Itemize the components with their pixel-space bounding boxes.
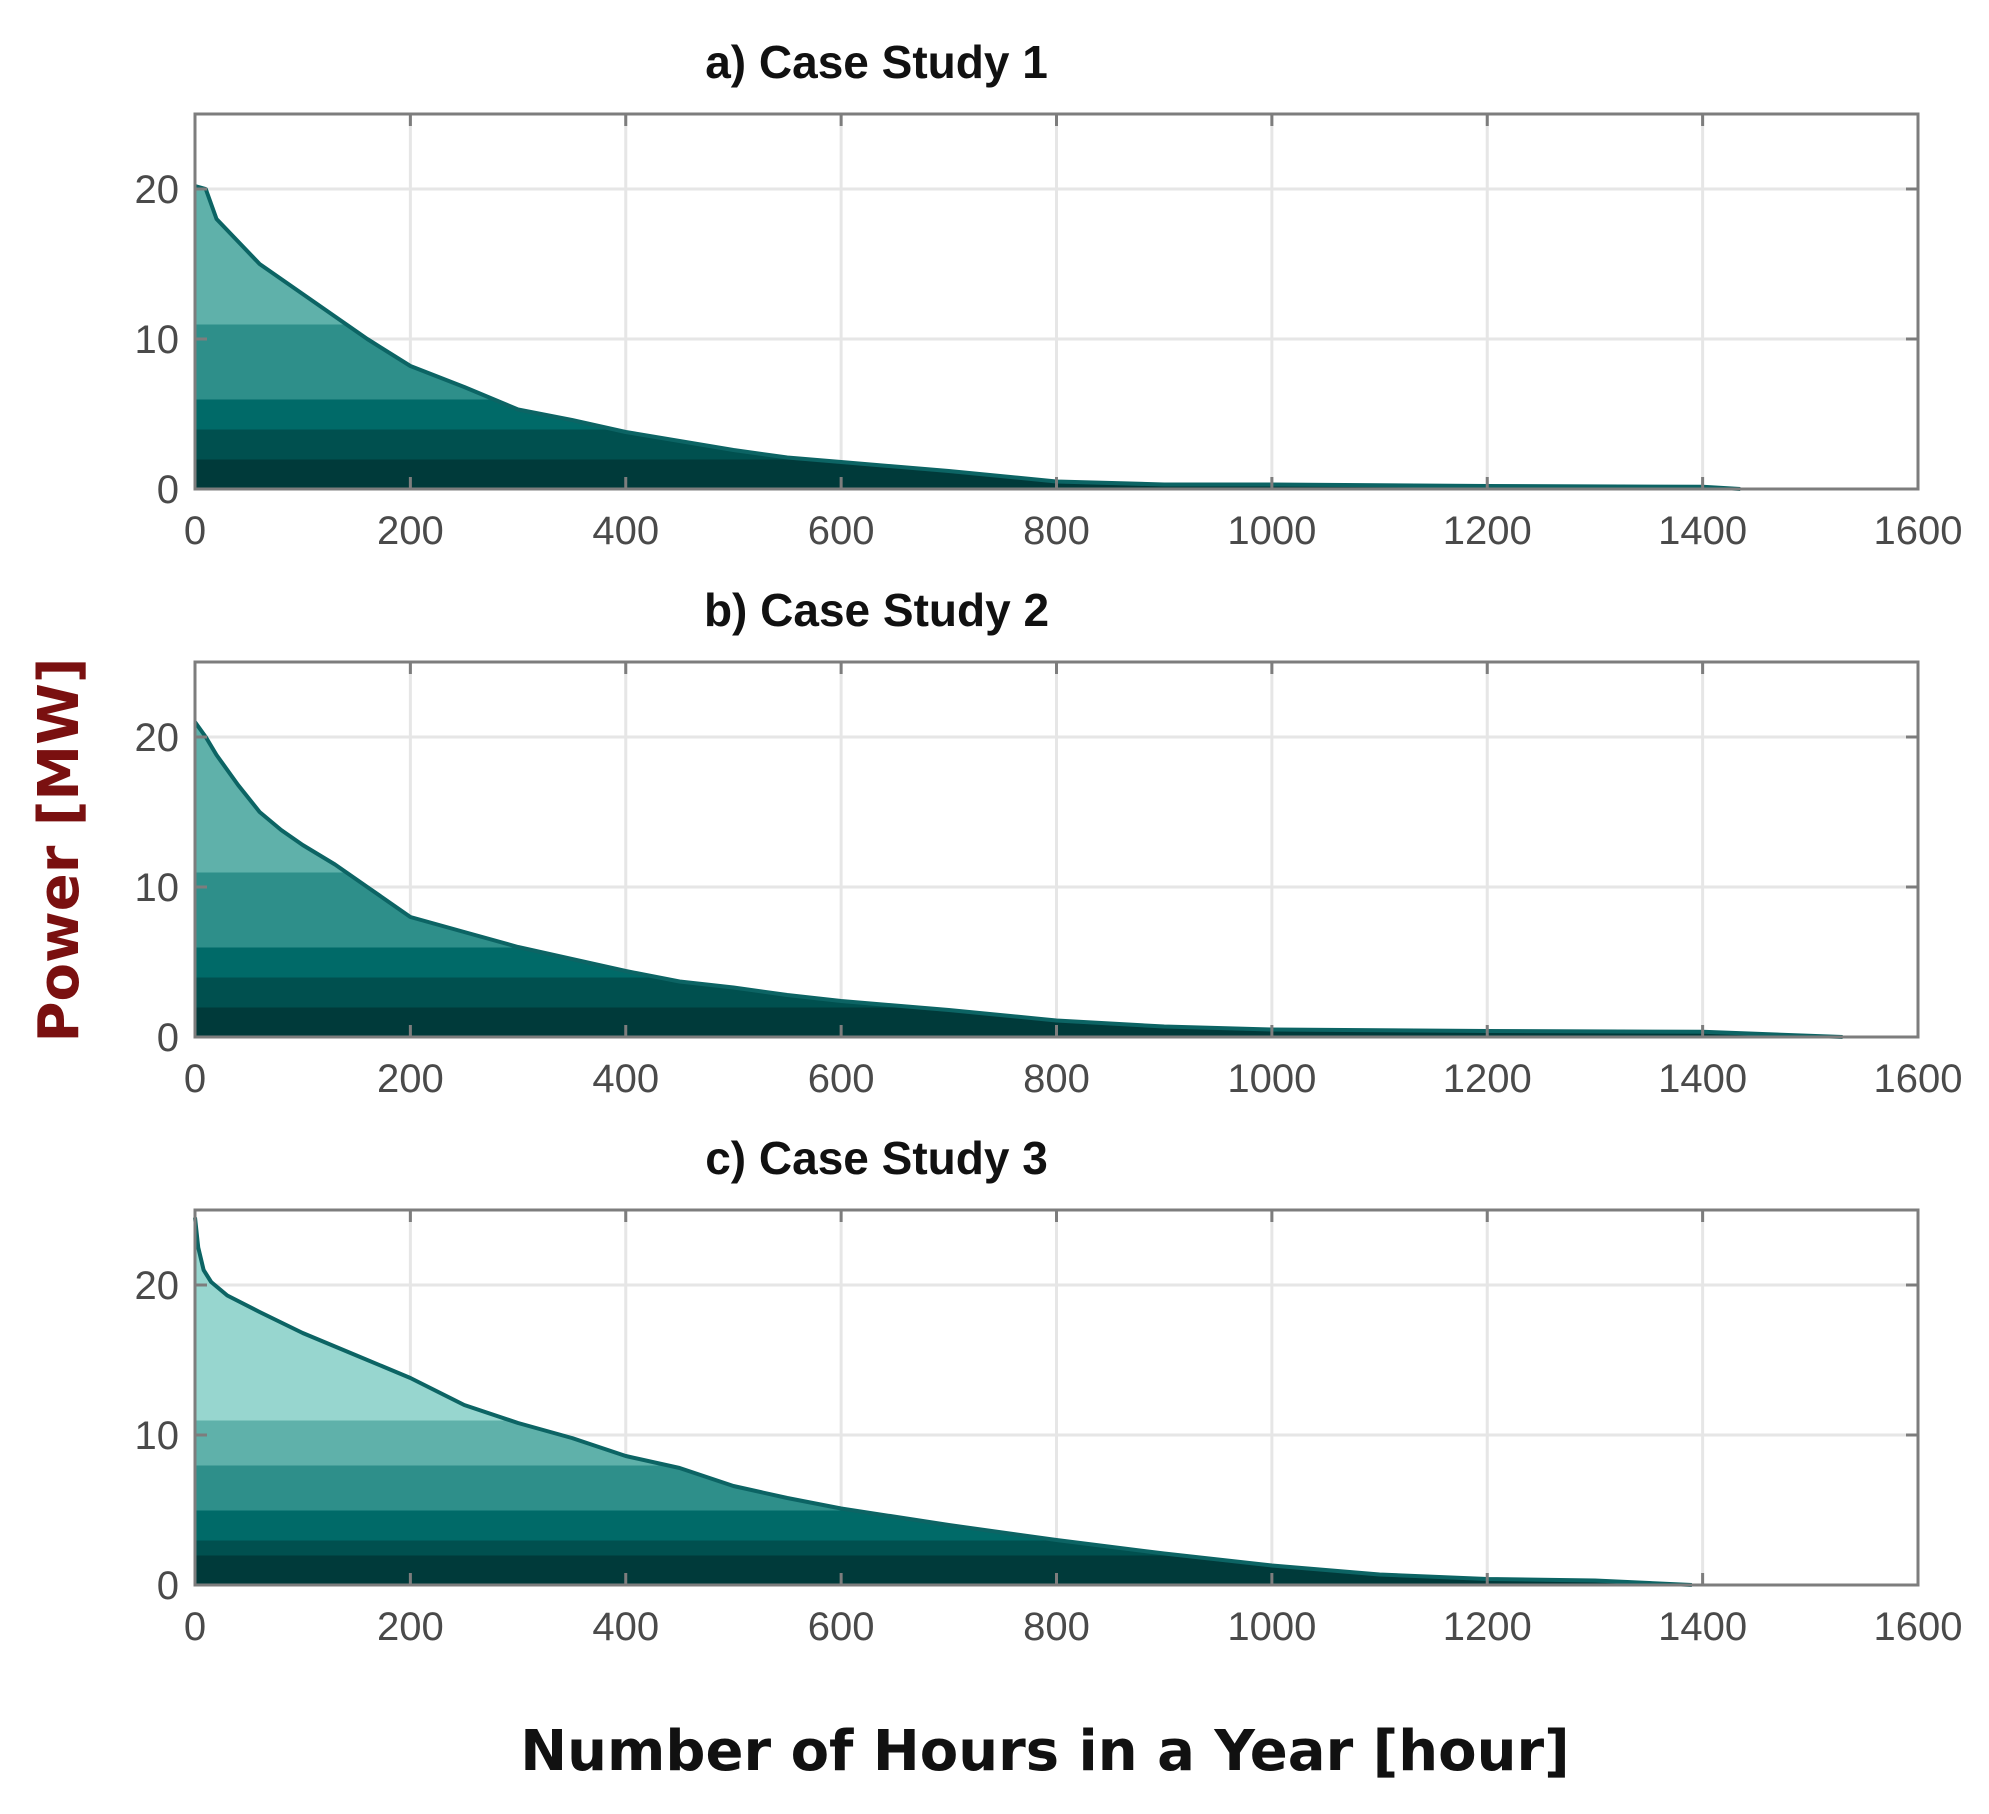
chart-panels: a) Case Study 10 200 400 600 800 1000 1200 1400… bbox=[135, 36, 1963, 1649]
x-tick-label: 1200 bbox=[1443, 509, 1532, 553]
y-axis-label: Power [MW] bbox=[27, 657, 92, 1042]
x-tick-label: 1600 bbox=[1874, 509, 1963, 553]
x-tick-label: 600 bbox=[808, 1057, 875, 1101]
y-tick-label: 20 bbox=[135, 1264, 180, 1308]
chart-panel-3: c) Case Study 30 200 400 600 800 1000 1200 1400… bbox=[135, 1132, 1963, 1649]
chart-title: c) Case Study 3 bbox=[705, 1132, 1048, 1184]
x-tick-label: 0 bbox=[184, 1605, 206, 1649]
x-tick-label: 200 bbox=[377, 1057, 444, 1101]
x-tick-label: 1600 bbox=[1874, 1057, 1963, 1101]
x-tick-label: 800 bbox=[1023, 1057, 1090, 1101]
y-tick-label: 0 bbox=[157, 468, 179, 512]
y-tick-label: 20 bbox=[135, 168, 180, 212]
y-tick-label: 0 bbox=[157, 1564, 179, 1608]
x-tick-label: 400 bbox=[592, 509, 659, 553]
x-tick-label: 0 bbox=[184, 509, 206, 553]
series-line bbox=[193, 1217, 1692, 1587]
y-tick-label: 20 bbox=[135, 716, 180, 760]
chart-title: a) Case Study 1 bbox=[705, 36, 1048, 88]
x-tick-label: 0 bbox=[184, 1057, 206, 1101]
x-tick-label: 1400 bbox=[1658, 509, 1747, 553]
x-tick-label: 1200 bbox=[1443, 1057, 1532, 1101]
x-tick-label: 1000 bbox=[1227, 1605, 1316, 1649]
x-tick-label: 200 bbox=[377, 1605, 444, 1649]
x-tick-label: 600 bbox=[808, 509, 875, 553]
x-tick-label: 800 bbox=[1023, 509, 1090, 553]
x-tick-label: 1400 bbox=[1658, 1057, 1747, 1101]
y-tick-label: 10 bbox=[135, 318, 180, 362]
y-tick-label: 10 bbox=[135, 1414, 180, 1458]
series-line bbox=[193, 720, 1843, 1039]
x-tick-label: 400 bbox=[592, 1605, 659, 1649]
x-axis-label: Number of Hours in a Year [hour] bbox=[520, 1719, 1569, 1784]
chart-title: b) Case Study 2 bbox=[704, 584, 1049, 636]
x-tick-label: 1200 bbox=[1443, 1605, 1532, 1649]
x-tick-label: 600 bbox=[808, 1605, 875, 1649]
chart-panel-2: b) Case Study 20 200 400 600 800 1000 1200 1400… bbox=[135, 584, 1963, 1101]
x-tick-label: 1600 bbox=[1874, 1605, 1963, 1649]
x-tick-label: 800 bbox=[1023, 1605, 1090, 1649]
x-tick-label: 200 bbox=[377, 509, 444, 553]
x-tick-label: 400 bbox=[592, 1057, 659, 1101]
y-tick-label: 10 bbox=[135, 866, 180, 910]
series-line bbox=[194, 184, 1741, 491]
chart-panel-1: a) Case Study 10 200 400 600 800 1000 1200 1400… bbox=[135, 36, 1963, 553]
x-tick-label: 1400 bbox=[1658, 1605, 1747, 1649]
y-tick-label: 0 bbox=[157, 1016, 179, 1060]
x-tick-label: 1000 bbox=[1227, 1057, 1316, 1101]
x-tick-label: 1000 bbox=[1227, 509, 1316, 553]
